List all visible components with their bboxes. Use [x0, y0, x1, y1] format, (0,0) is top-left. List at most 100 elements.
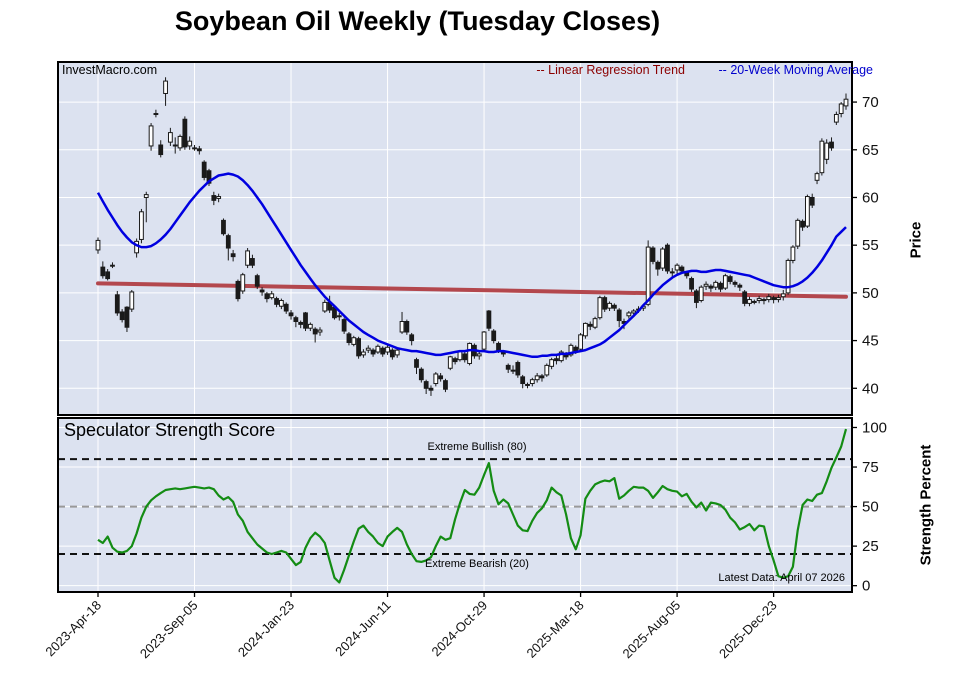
strength-tick-label: 75 — [862, 459, 879, 476]
candlestick — [404, 321, 410, 333]
candlestick — [732, 281, 738, 285]
candlestick — [814, 173, 820, 181]
candlestick — [221, 219, 226, 235]
candlestick — [187, 140, 193, 147]
candlestick — [124, 306, 130, 328]
candlestick — [177, 135, 183, 149]
candlestick — [515, 362, 521, 376]
candlestick — [148, 125, 154, 147]
candlestick — [718, 282, 723, 290]
candlestick — [95, 239, 101, 251]
candlestick — [467, 342, 472, 364]
candlestick — [119, 311, 125, 321]
candlestick — [110, 264, 115, 267]
price-axis-label: Price — [907, 221, 925, 259]
candlestick — [698, 286, 704, 302]
x-tick-label: 2024-Jun-11 — [332, 598, 394, 660]
candlestick — [288, 312, 294, 317]
candlestick — [423, 381, 429, 389]
candlestick — [549, 359, 555, 367]
x-tick-label: 2024-Oct-29 — [428, 598, 490, 660]
candlestick — [539, 375, 545, 379]
candlestick — [365, 347, 371, 351]
candlestick — [394, 349, 400, 356]
candlestick — [679, 266, 685, 272]
candlestick — [520, 376, 526, 385]
price-tick-label: 40 — [862, 380, 879, 397]
candlestick — [795, 219, 801, 247]
price-tick-label: 50 — [862, 285, 879, 302]
extreme-bearish-label: Extreme Bearish (20) — [425, 558, 529, 570]
candlestick — [264, 293, 270, 300]
candlestick — [708, 285, 714, 289]
candlestick — [298, 321, 304, 325]
subplot-title: Speculator Strength Score — [64, 420, 276, 440]
candlestick — [254, 275, 260, 287]
candlestick — [694, 290, 699, 303]
candlestick — [529, 379, 535, 385]
price-panel — [58, 62, 852, 415]
candlestick — [703, 283, 709, 287]
candlestick — [665, 244, 670, 272]
candlestick — [486, 310, 492, 329]
candlestick — [399, 321, 405, 333]
candlestick — [322, 301, 328, 312]
candlestick — [211, 195, 217, 201]
candlestick — [626, 312, 632, 317]
candlestick — [689, 278, 694, 290]
candlestick — [800, 220, 805, 228]
candlestick — [414, 359, 419, 368]
candlestick — [100, 266, 106, 277]
candlestick — [452, 358, 458, 363]
candlestick — [713, 281, 719, 288]
candlestick — [476, 353, 482, 357]
price-tick-label: 55 — [862, 237, 879, 254]
price-tick-label: 60 — [862, 189, 879, 206]
price-tick-label: 70 — [862, 94, 879, 111]
candlestick — [351, 337, 357, 345]
strength-axis-label: Strength Percent — [917, 444, 935, 566]
candlestick — [385, 346, 390, 353]
watermark: InvestMacro.com — [62, 63, 158, 77]
candlestick — [317, 329, 323, 333]
candlestick — [554, 358, 559, 362]
extreme-bullish-label: Extreme Bullish (80) — [427, 441, 527, 453]
candlestick — [751, 300, 757, 303]
candlestick — [804, 196, 810, 227]
candlestick — [833, 113, 839, 123]
candlestick — [356, 338, 361, 357]
candlestick — [269, 293, 275, 299]
candlestick — [346, 333, 352, 343]
candlestick — [163, 80, 168, 94]
candlestick — [761, 299, 767, 302]
candlestick — [380, 347, 386, 355]
candlestick — [447, 356, 453, 369]
candlestick — [182, 118, 188, 148]
candlestick — [129, 291, 135, 310]
candlestick — [578, 334, 583, 350]
candlestick — [674, 264, 680, 271]
candlestick — [216, 196, 222, 199]
candlestick — [843, 98, 849, 107]
ma-line — [96, 172, 847, 359]
legend-ma-label: -- 20-Week Moving Average — [718, 63, 873, 77]
candlestick — [361, 351, 366, 356]
candlestick — [722, 275, 728, 289]
price-panel-border — [57, 61, 853, 416]
candlestick — [727, 276, 733, 282]
candlestick — [645, 246, 651, 305]
candlestick — [114, 294, 120, 314]
candlestick — [756, 298, 762, 302]
candlestick — [829, 141, 834, 149]
strength-tick-label: 100 — [862, 419, 887, 436]
trend-line — [96, 281, 848, 299]
candlestick — [341, 319, 347, 332]
x-tick-label: 2023-Apr-18 — [42, 598, 104, 660]
candlestick — [240, 274, 246, 292]
candlestick — [307, 323, 313, 329]
candlestick — [558, 351, 564, 362]
candlestick — [607, 302, 612, 309]
candlestick — [481, 331, 487, 350]
candlestick — [819, 140, 825, 174]
